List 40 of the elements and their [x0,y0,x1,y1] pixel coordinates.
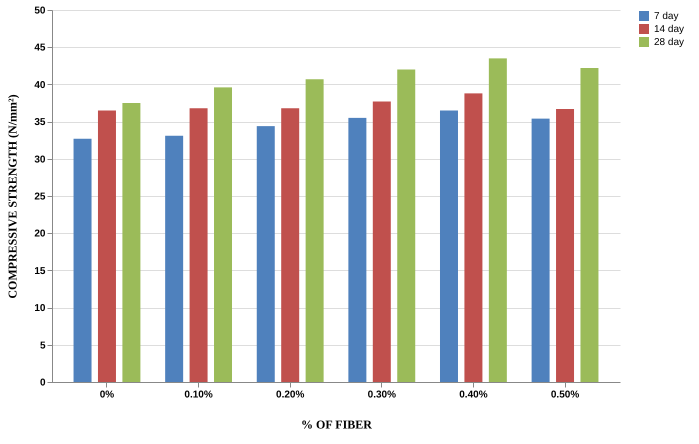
y-tick-label: 50 [34,6,46,16]
y-axis-title: COMPRESSIVE STRENGTH (N/mm²) [5,94,20,299]
y-tick-label: 40 [34,80,46,91]
bar [98,110,116,382]
y-tick-label: 20 [34,228,46,240]
bar [464,93,482,382]
x-tick-label: 0% [100,390,114,400]
bar [348,118,366,382]
y-tick-label: 35 [34,117,46,128]
bar [372,102,391,382]
bar [488,58,507,382]
bar [580,68,598,382]
bar [256,126,275,382]
bar [532,118,550,382]
x-tick-label: 0.40% [459,390,488,400]
y-tick-label: 25 [34,192,46,202]
bar [214,87,232,382]
y-tick-label: 30 [34,154,46,166]
y-tick-label: 10 [34,303,46,314]
y-tick-label: 45 [34,42,46,54]
bar [397,70,416,382]
legend-label: 28 day [654,37,684,48]
bar [165,136,184,382]
x-tick-label: 0.30% [368,390,396,400]
bar [74,138,92,382]
bar [556,108,574,382]
legend-label: 14 day [654,24,684,35]
bar [306,79,324,382]
y-tick-label: 0 [40,378,46,388]
bar [440,110,458,382]
bar [122,103,140,382]
y-tick-label: 15 [34,266,46,277]
x-tick-label: 0.10% [184,390,213,400]
bar [281,108,300,382]
y-tick-label: 5 [40,340,46,352]
x-tick-label: 0.50% [550,390,580,400]
x-tick-label: 0.20% [276,390,304,400]
x-axis-title: % OF FIBER [301,418,372,432]
bar [190,108,208,382]
legend-label: 7 day [654,11,678,22]
